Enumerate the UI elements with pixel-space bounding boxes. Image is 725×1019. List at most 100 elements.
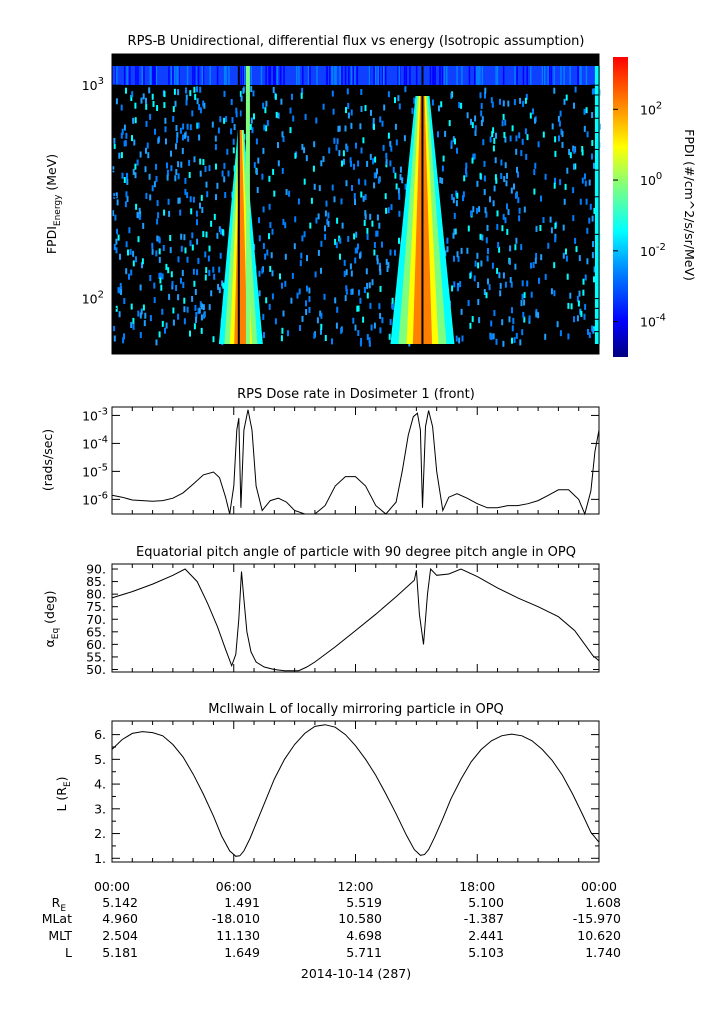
spectrogram-cell — [336, 217, 339, 224]
spectrogram-cell — [203, 312, 205, 319]
panel3-ytick-label: 65. — [86, 624, 106, 639]
spectrogram-cell — [215, 194, 217, 201]
spectrogram-cell — [291, 272, 294, 279]
spectrogram-cell — [350, 109, 353, 116]
spectrogram-cell — [490, 333, 492, 340]
spectrogram-top-band-cell — [283, 66, 285, 85]
spectrogram-cell — [304, 113, 307, 120]
spectrogram-cell — [563, 98, 566, 105]
spectrogram-cell — [199, 301, 202, 308]
spectrogram-cell — [510, 187, 513, 194]
panel3-ytick-label: 75. — [86, 599, 106, 614]
spectrogram-cell — [565, 94, 568, 101]
spectrogram-cell — [490, 97, 493, 104]
spectrogram-cell — [549, 216, 552, 223]
spectrogram-top-band-cell — [172, 66, 174, 85]
spectrogram-cell — [149, 194, 152, 201]
spectrogram-cell — [215, 163, 217, 170]
spectrogram-cell — [360, 147, 363, 154]
spectrogram-top-band-cell — [331, 66, 333, 85]
spectrogram-cell — [556, 321, 559, 328]
spectrogram-cell — [364, 210, 367, 217]
spectrogram-cell — [268, 233, 270, 240]
spectrogram-cell — [391, 297, 394, 304]
spectrogram-cell — [381, 241, 383, 248]
spectrogram-cell — [188, 172, 191, 178]
spectrogram-top-band-cell — [186, 66, 189, 85]
spectrogram-top-band-cell — [243, 66, 246, 85]
spectrogram-cell — [354, 247, 357, 254]
spectrogram-cell — [387, 262, 390, 269]
spectrogram-cell — [413, 97, 416, 104]
belt-crossing-1-gap — [237, 66, 240, 344]
spectrogram-cell — [533, 169, 536, 176]
spectrogram-cell — [123, 333, 125, 340]
spectrogram-cell — [385, 207, 388, 214]
panel3-ytick-label: 80. — [86, 587, 106, 602]
spectrogram-cell — [507, 209, 510, 216]
spectrogram-cell — [189, 240, 192, 247]
spectrogram-cell — [175, 284, 178, 291]
spectrogram-cell — [486, 224, 489, 231]
spectrogram-cell — [250, 117, 253, 124]
spectrogram-cell — [189, 90, 192, 97]
spectrogram-cell — [345, 285, 348, 292]
spectrogram-cell — [331, 338, 333, 345]
ephemeris-value: 5.142 — [102, 895, 138, 910]
spectrogram-cell — [205, 231, 208, 238]
spectrogram-top-band-cell — [178, 66, 180, 85]
spectrogram-cell — [537, 312, 540, 319]
spectrogram-cell — [480, 120, 483, 126]
spectrogram-cell — [395, 183, 398, 190]
spectrogram-cell — [459, 281, 462, 288]
spectrogram-cell — [192, 196, 195, 203]
time-tick-label: 06:00 — [216, 879, 252, 894]
spectrogram-cell — [281, 167, 284, 174]
spectrogram-cell — [381, 120, 384, 127]
spectrogram-cell — [350, 288, 353, 295]
spectrogram-cell — [458, 337, 461, 344]
spectrogram-cell — [239, 90, 242, 97]
spectrogram-cell — [558, 135, 560, 142]
spectrogram-top-band-cell — [327, 66, 330, 85]
spectrogram-cell — [566, 167, 569, 174]
spectrogram-cell — [576, 315, 579, 322]
spectrogram-cell — [270, 252, 273, 259]
spectrogram-cell — [301, 143, 304, 150]
spectrogram-cell — [125, 87, 127, 94]
spectrogram-cell — [221, 229, 224, 236]
spectrogram-cell — [232, 147, 235, 154]
spectrogram-cell — [153, 181, 156, 188]
spectrogram-cell — [180, 245, 183, 252]
spectrogram-cell — [217, 283, 220, 290]
spectrogram-cell — [121, 172, 124, 179]
spectrogram-cell — [484, 92, 486, 99]
ephemeris-value: -18.010 — [212, 911, 260, 926]
spectrogram-cell — [181, 270, 184, 276]
spectrogram-cell — [554, 236, 557, 243]
spectrogram-cell — [158, 256, 161, 263]
spectrogram-cell — [117, 234, 120, 241]
spectrogram-top-band-cell — [154, 66, 156, 85]
spectrogram-cell — [523, 316, 526, 323]
spectrogram-cell — [177, 173, 180, 180]
spectrogram-cell — [373, 249, 376, 256]
panel2-y-axis-label: (rads/sec) — [40, 429, 55, 491]
spectrogram-cell — [191, 295, 194, 302]
spectrogram-cell — [401, 177, 404, 184]
spectrogram-cell — [317, 249, 320, 256]
spectrogram-cell — [320, 160, 323, 167]
spectrogram-cell — [370, 109, 372, 116]
spectrogram-cell — [503, 176, 506, 182]
spectrogram-cell — [324, 335, 327, 341]
spectrogram-cell — [483, 175, 486, 182]
panel2-ytick-label: 10-6 — [82, 490, 108, 507]
spectrogram-cell — [121, 128, 124, 135]
spectrogram-cell — [123, 124, 126, 131]
spectrogram-cell — [155, 339, 158, 346]
spectrogram-cell — [534, 257, 537, 264]
spectrogram-cell — [492, 333, 495, 340]
spectrogram-top-band-cell — [201, 66, 204, 85]
spectrogram-cell — [279, 273, 281, 280]
spectrogram-cell — [294, 216, 297, 223]
